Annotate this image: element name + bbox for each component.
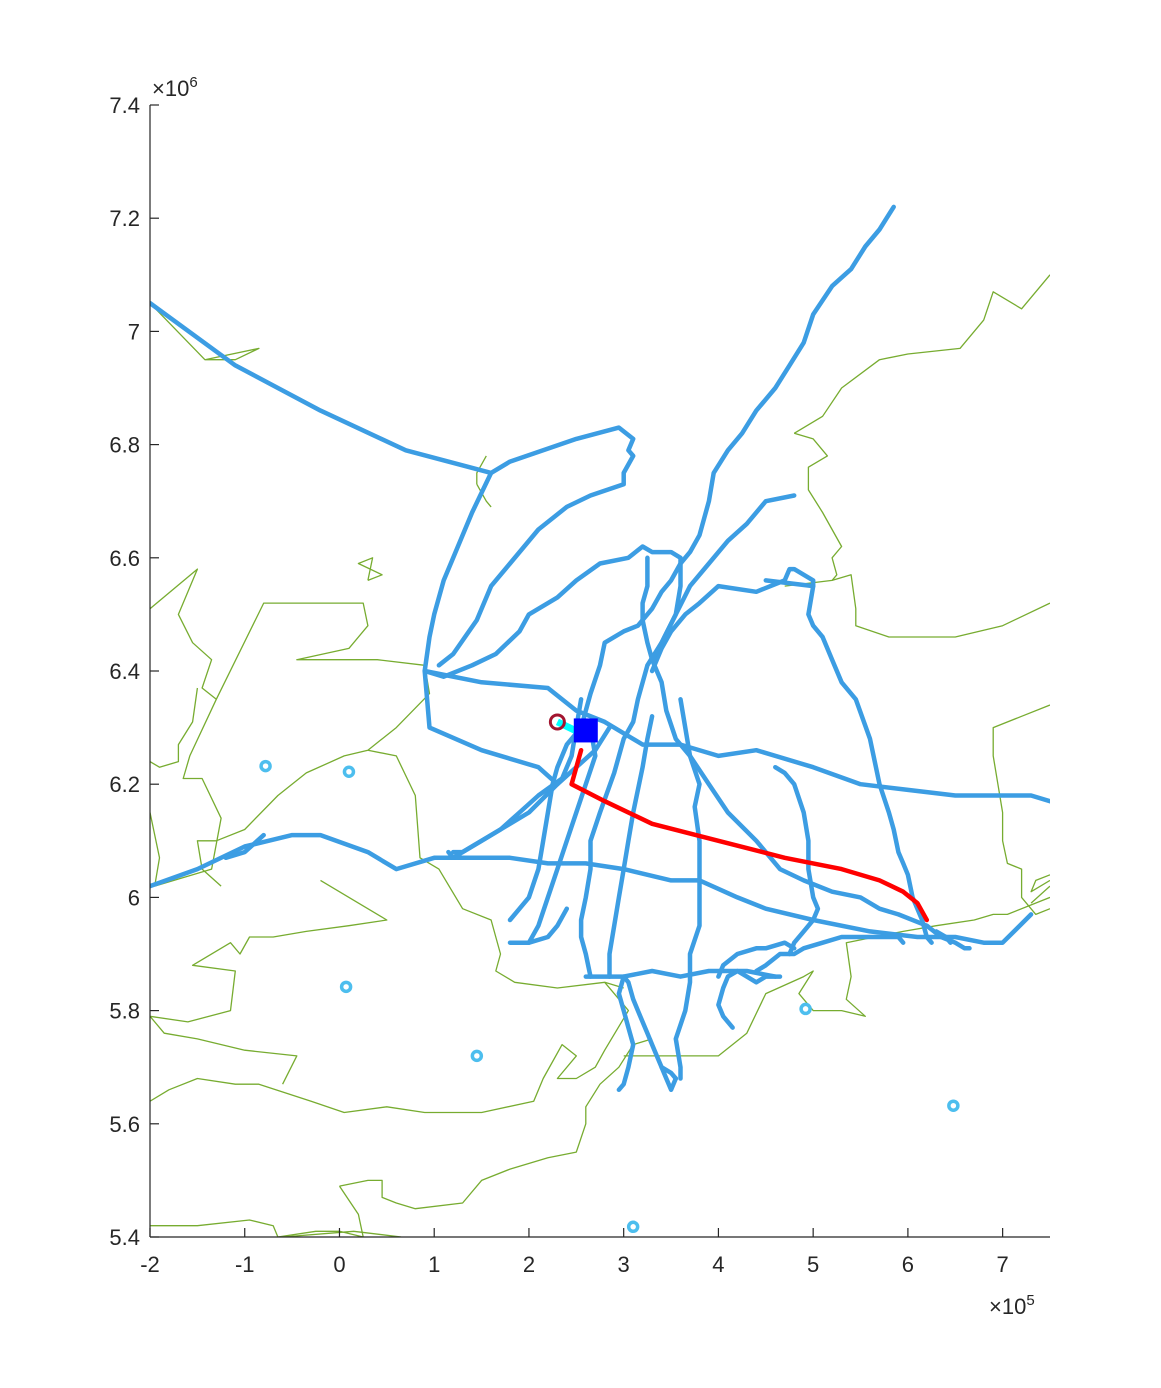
y-tick-label: 5.4 bbox=[109, 1225, 140, 1250]
road-line bbox=[512, 906, 570, 945]
x-exponent-label: ×105 bbox=[989, 1292, 1035, 1319]
site-marker bbox=[799, 1002, 812, 1016]
site-marker bbox=[470, 1049, 484, 1063]
y-tick-label: 7 bbox=[128, 319, 140, 344]
road-line bbox=[507, 725, 598, 945]
road-line bbox=[422, 470, 560, 787]
road-line bbox=[640, 555, 972, 951]
boundary-layer bbox=[150, 274, 1050, 1237]
site-marker bbox=[342, 765, 356, 778]
y-tick-label: 6.2 bbox=[109, 772, 140, 797]
boundary-line bbox=[794, 432, 843, 581]
x-tick-label: -2 bbox=[140, 1252, 160, 1277]
x-tick-label: -1 bbox=[235, 1252, 255, 1277]
boundary-line bbox=[784, 574, 1050, 638]
boundary-line bbox=[150, 687, 199, 768]
x-tick-label: 0 bbox=[333, 1252, 345, 1277]
boundary-line bbox=[196, 602, 431, 887]
road-line bbox=[616, 974, 636, 1093]
x-tick-label: 6 bbox=[902, 1252, 914, 1277]
boundary-line bbox=[150, 749, 630, 1114]
y-exponent-label: ×106 bbox=[152, 74, 198, 101]
boundary-line bbox=[150, 812, 161, 887]
y-tick-label: 6.6 bbox=[109, 546, 140, 571]
road-line bbox=[934, 929, 953, 945]
boundary-line bbox=[150, 1219, 364, 1237]
road-line bbox=[422, 668, 1050, 804]
y-tick-label: 5.6 bbox=[109, 1112, 140, 1137]
road-line bbox=[223, 832, 266, 861]
x-tick-label: 5 bbox=[807, 1252, 819, 1277]
boundary-line bbox=[282, 1230, 402, 1237]
road-line bbox=[716, 940, 797, 979]
x-exponent: 5 bbox=[1026, 1292, 1034, 1309]
road-line bbox=[578, 493, 797, 979]
boundary-line bbox=[150, 879, 388, 1085]
boundary-line bbox=[992, 704, 1050, 916]
boundary-line bbox=[1030, 885, 1050, 904]
x-tick-labels: -2 -1 0 1 2 3 4 5 6 7 bbox=[140, 1252, 1009, 1277]
site-marker bbox=[339, 980, 353, 994]
route-line bbox=[569, 747, 930, 923]
road-line bbox=[422, 544, 683, 679]
y-tick-label: 5.8 bbox=[109, 999, 140, 1024]
boundary-line bbox=[793, 274, 1050, 434]
marker-layer bbox=[548, 713, 598, 743]
boundary-line bbox=[623, 896, 1050, 1057]
boundary-line bbox=[476, 455, 487, 485]
x-multiplier: ×10 bbox=[989, 1294, 1026, 1319]
y-tick-label: 6.8 bbox=[109, 433, 140, 458]
boundary-line bbox=[1030, 874, 1050, 893]
x-tick-label: 3 bbox=[618, 1252, 630, 1277]
road-line bbox=[150, 832, 1034, 945]
y-tick-label: 7.4 bbox=[109, 93, 140, 118]
y-exponent: 6 bbox=[189, 74, 197, 91]
site-marker bbox=[626, 1220, 640, 1234]
boundary-line bbox=[338, 1185, 364, 1237]
boundary-line bbox=[339, 1038, 653, 1210]
road-line bbox=[446, 849, 456, 861]
road-line bbox=[649, 566, 816, 674]
road-line bbox=[773, 764, 821, 957]
road-line bbox=[673, 697, 702, 1081]
x-tick-label: 1 bbox=[428, 1252, 440, 1277]
axes bbox=[149, 104, 1050, 1238]
y-tick-label: 6.4 bbox=[109, 659, 140, 684]
road-line bbox=[659, 1064, 679, 1093]
y-tick-label: 7.2 bbox=[109, 206, 140, 231]
x-tick-label: 7 bbox=[997, 1252, 1009, 1277]
boundary-line bbox=[357, 557, 383, 582]
road-layer bbox=[150, 204, 1050, 1093]
site-layer bbox=[259, 759, 960, 1234]
y-tick-labels: 5.4 5.6 5.8 6 6.2 6.4 6.6 6.8 7 7.2 7.4 bbox=[109, 93, 140, 1250]
road-line bbox=[716, 968, 783, 1030]
road-line bbox=[607, 714, 655, 979]
start-marker bbox=[548, 713, 566, 731]
road-line bbox=[754, 934, 906, 974]
x-tick-label: 4 bbox=[712, 1252, 724, 1277]
y-multiplier: ×10 bbox=[152, 76, 189, 101]
x-tick-label: 2 bbox=[523, 1252, 535, 1277]
boundary-line bbox=[476, 483, 492, 508]
road-line bbox=[150, 300, 636, 668]
site-marker bbox=[259, 759, 272, 773]
target-marker bbox=[573, 718, 598, 743]
route-layer bbox=[569, 747, 930, 923]
y-tick-label: 6 bbox=[128, 885, 140, 910]
site-marker bbox=[947, 1099, 960, 1112]
